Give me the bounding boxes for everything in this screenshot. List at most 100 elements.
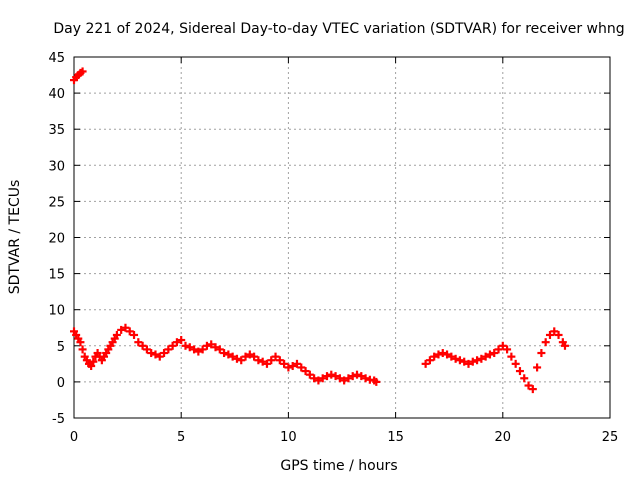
axis-ticks: 0 5 10 15 20 25 -5 0 5 10 15 20 25 30 35 40 45 — [48, 51, 618, 445]
data-point — [438, 349, 447, 358]
data-point — [155, 352, 164, 361]
grid — [74, 57, 610, 418]
data-point — [207, 340, 216, 349]
data-point — [181, 341, 190, 350]
y-tick-label: 35 — [48, 123, 65, 138]
data-point — [314, 376, 323, 385]
data-point — [288, 362, 297, 371]
x-tick-label: 0 — [70, 430, 78, 445]
y-tick-label: 40 — [48, 87, 65, 102]
data-point — [301, 367, 310, 376]
data-point — [245, 350, 254, 359]
x-tick-label: 25 — [602, 430, 619, 445]
data-point — [524, 381, 533, 390]
data-point — [425, 356, 434, 365]
data-point — [335, 374, 344, 383]
y-tick-label: 20 — [48, 232, 65, 247]
data-point — [254, 356, 263, 365]
data-point — [164, 345, 173, 354]
y-tick-label: 45 — [48, 51, 65, 66]
data-point — [220, 349, 229, 358]
data-point — [327, 370, 336, 379]
data-point — [89, 357, 98, 366]
data-point — [554, 330, 563, 339]
data-point — [498, 341, 507, 350]
data-point — [292, 359, 301, 368]
data-point — [473, 356, 482, 365]
data-point — [494, 345, 503, 354]
data-point — [464, 359, 473, 368]
data-point — [134, 338, 143, 347]
data-point — [147, 349, 156, 358]
y-tick-label: -5 — [52, 412, 65, 427]
data-point — [361, 374, 370, 383]
data-point — [443, 350, 452, 359]
data-point — [125, 327, 134, 336]
data-point — [477, 354, 486, 363]
data-point — [430, 352, 439, 361]
y-axis-label: SDTVAR / TECUs — [7, 180, 23, 295]
data-point — [481, 352, 490, 361]
data-point — [372, 377, 381, 386]
data-point — [177, 336, 186, 345]
data-point — [503, 345, 512, 354]
data-point — [280, 359, 289, 368]
data-point — [515, 367, 524, 376]
x-tick-label: 5 — [177, 430, 185, 445]
data-point — [172, 338, 181, 347]
data-point — [331, 372, 340, 381]
data-point — [451, 354, 460, 363]
data-point — [460, 357, 469, 366]
data-point — [550, 327, 559, 336]
data-point — [520, 374, 529, 383]
data-point — [185, 343, 194, 352]
y-tick-label: 30 — [48, 159, 65, 174]
data-point — [76, 338, 85, 347]
y-tick-label: 10 — [48, 304, 65, 319]
data-point — [211, 343, 220, 352]
data-point — [305, 370, 314, 379]
data-point — [241, 352, 250, 361]
data-point — [421, 359, 430, 368]
data-point — [344, 374, 353, 383]
data-point — [232, 354, 241, 363]
y-tick-label: 25 — [48, 195, 65, 210]
data-point — [202, 341, 211, 350]
x-tick-label: 20 — [495, 430, 512, 445]
data-point — [357, 372, 366, 381]
y-tick-label: 0 — [57, 376, 65, 391]
data-point — [224, 350, 233, 359]
data-point — [297, 363, 306, 372]
data-point — [228, 352, 237, 361]
data-point — [485, 350, 494, 359]
data-point — [271, 352, 280, 361]
data-point — [112, 330, 121, 339]
data-point — [541, 338, 550, 347]
data-point — [560, 341, 569, 350]
data-point — [117, 325, 126, 334]
data-point — [507, 352, 516, 361]
data-point — [322, 372, 331, 381]
data-point — [87, 362, 96, 371]
data-point — [78, 345, 87, 354]
data-point — [447, 352, 456, 361]
data-point — [275, 356, 284, 365]
data-point — [340, 376, 349, 385]
x-tick-label: 10 — [280, 430, 297, 445]
data-point — [215, 345, 224, 354]
data-point — [194, 347, 203, 356]
data-point — [537, 349, 546, 358]
x-axis-label: GPS time / hours — [280, 458, 397, 474]
data-point — [348, 372, 357, 381]
y-tick-label: 5 — [57, 340, 65, 355]
chart-title: Day 221 of 2024, Sidereal Day-to-day VTE… — [53, 21, 624, 37]
data-point — [490, 349, 499, 358]
data-point — [267, 356, 276, 365]
data-point — [434, 350, 443, 359]
data-point — [455, 356, 464, 365]
data-point — [545, 330, 554, 339]
data-point — [237, 356, 246, 365]
data-point — [468, 357, 477, 366]
data-point — [262, 359, 271, 368]
